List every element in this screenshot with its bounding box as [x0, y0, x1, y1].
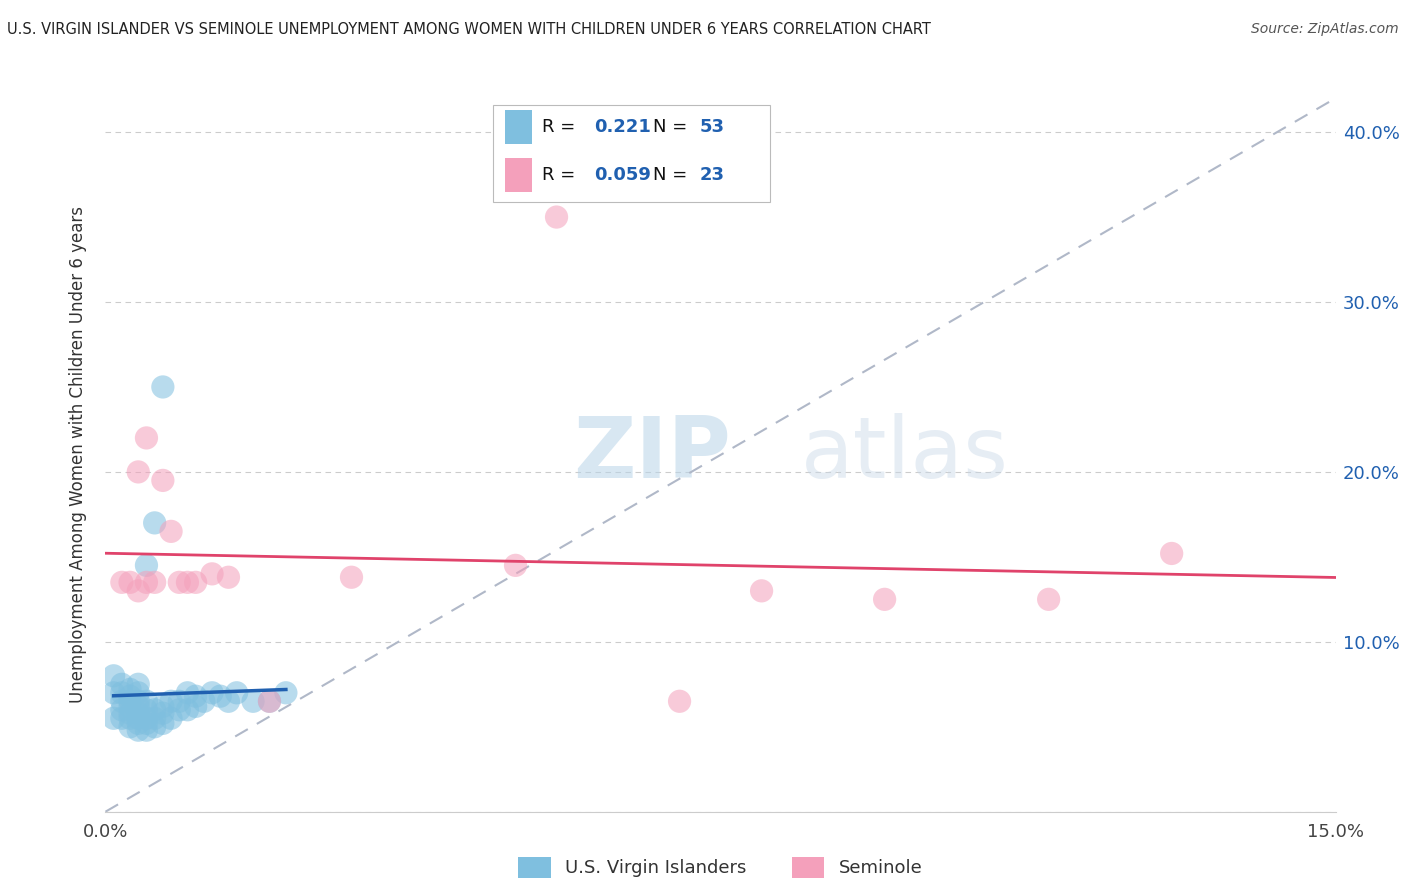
Point: [143, 516, 166, 530]
Point: [127, 677, 149, 691]
Point: [120, 689, 141, 703]
Text: 53: 53: [700, 118, 724, 136]
Point: [169, 694, 191, 708]
Point: [135, 716, 157, 731]
Point: [274, 686, 297, 700]
Point: [160, 524, 183, 539]
Y-axis label: Unemployment Among Women with Children Under 6 years: Unemployment Among Women with Children U…: [69, 206, 87, 704]
Point: [135, 431, 157, 445]
Point: [176, 703, 198, 717]
Point: [127, 465, 149, 479]
Point: [242, 694, 264, 708]
Point: [127, 686, 149, 700]
Point: [111, 575, 134, 590]
Point: [103, 711, 125, 725]
Point: [143, 575, 166, 590]
Point: [1160, 546, 1182, 560]
Point: [668, 694, 690, 708]
Point: [176, 575, 198, 590]
Point: [120, 711, 141, 725]
Point: [135, 694, 157, 708]
Point: [111, 677, 134, 691]
Point: [120, 682, 141, 697]
Point: [873, 592, 896, 607]
Text: U.S. VIRGIN ISLANDER VS SEMINOLE UNEMPLOYMENT AMONG WOMEN WITH CHILDREN UNDER 6 : U.S. VIRGIN ISLANDER VS SEMINOLE UNEMPLO…: [7, 22, 931, 37]
Point: [201, 686, 224, 700]
Point: [176, 686, 198, 700]
Text: 0.221: 0.221: [593, 118, 651, 136]
Point: [111, 694, 134, 708]
Point: [546, 210, 568, 224]
Text: R =: R =: [543, 166, 575, 184]
Point: [120, 694, 141, 708]
Point: [135, 723, 157, 738]
Point: [135, 703, 157, 717]
Point: [184, 575, 207, 590]
Point: [505, 558, 527, 573]
Point: [340, 570, 363, 584]
Point: [127, 716, 149, 731]
Point: [152, 706, 174, 721]
Point: [143, 720, 166, 734]
Text: 23: 23: [700, 166, 724, 184]
Point: [152, 716, 174, 731]
Point: [120, 575, 141, 590]
Point: [127, 711, 149, 725]
Point: [218, 694, 240, 708]
Point: [751, 583, 773, 598]
Point: [127, 583, 149, 598]
Point: [1038, 592, 1060, 607]
Point: [103, 686, 125, 700]
Point: [120, 706, 141, 721]
Text: ZIP: ZIP: [574, 413, 731, 497]
Point: [201, 566, 224, 581]
Point: [169, 575, 191, 590]
Text: Source: ZipAtlas.com: Source: ZipAtlas.com: [1251, 22, 1399, 37]
Point: [209, 689, 232, 703]
Point: [127, 723, 149, 738]
Point: [127, 694, 149, 708]
Point: [218, 570, 240, 584]
Text: 0.059: 0.059: [593, 166, 651, 184]
FancyBboxPatch shape: [494, 105, 770, 202]
Point: [135, 558, 157, 573]
Point: [135, 711, 157, 725]
Point: [127, 699, 149, 714]
Text: N =: N =: [652, 166, 688, 184]
Point: [111, 686, 134, 700]
Point: [160, 694, 183, 708]
Point: [135, 575, 157, 590]
Point: [184, 699, 207, 714]
Point: [103, 669, 125, 683]
Point: [120, 699, 141, 714]
Legend: U.S. Virgin Islanders, Seminole: U.S. Virgin Islanders, Seminole: [512, 849, 929, 885]
Point: [259, 694, 281, 708]
FancyBboxPatch shape: [505, 158, 533, 192]
Point: [111, 703, 134, 717]
Point: [152, 380, 174, 394]
Point: [259, 694, 281, 708]
Point: [193, 694, 215, 708]
Point: [143, 711, 166, 725]
Text: atlas: atlas: [800, 413, 1008, 497]
FancyBboxPatch shape: [505, 110, 533, 144]
Point: [225, 686, 247, 700]
Text: R =: R =: [543, 118, 575, 136]
Point: [152, 699, 174, 714]
Point: [184, 689, 207, 703]
Point: [127, 706, 149, 721]
Point: [111, 711, 134, 725]
Point: [120, 720, 141, 734]
Point: [143, 703, 166, 717]
Point: [169, 703, 191, 717]
Text: N =: N =: [652, 118, 688, 136]
Point: [160, 711, 183, 725]
Point: [152, 474, 174, 488]
